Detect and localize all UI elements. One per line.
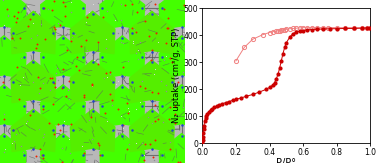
Polygon shape <box>11 11 56 54</box>
Polygon shape <box>0 36 26 78</box>
Y-axis label: N₂ uptake (cm³/g, STP): N₂ uptake (cm³/g, STP) <box>172 28 181 124</box>
Polygon shape <box>70 109 115 152</box>
Polygon shape <box>41 85 85 127</box>
Polygon shape <box>0 85 26 127</box>
Polygon shape <box>100 85 144 127</box>
Polygon shape <box>100 36 144 78</box>
Polygon shape <box>0 0 26 29</box>
Polygon shape <box>159 0 204 29</box>
Polygon shape <box>100 0 144 29</box>
Polygon shape <box>41 36 85 78</box>
Polygon shape <box>159 134 204 163</box>
Polygon shape <box>130 109 174 152</box>
Polygon shape <box>159 85 204 127</box>
Polygon shape <box>11 109 56 152</box>
Polygon shape <box>41 0 85 29</box>
Polygon shape <box>41 134 85 163</box>
Polygon shape <box>70 11 115 54</box>
Polygon shape <box>130 11 174 54</box>
Polygon shape <box>0 134 26 163</box>
Polygon shape <box>159 36 204 78</box>
Polygon shape <box>100 134 144 163</box>
Polygon shape <box>11 60 56 103</box>
Polygon shape <box>130 60 174 103</box>
Polygon shape <box>70 60 115 103</box>
X-axis label: P/P°: P/P° <box>276 158 296 163</box>
